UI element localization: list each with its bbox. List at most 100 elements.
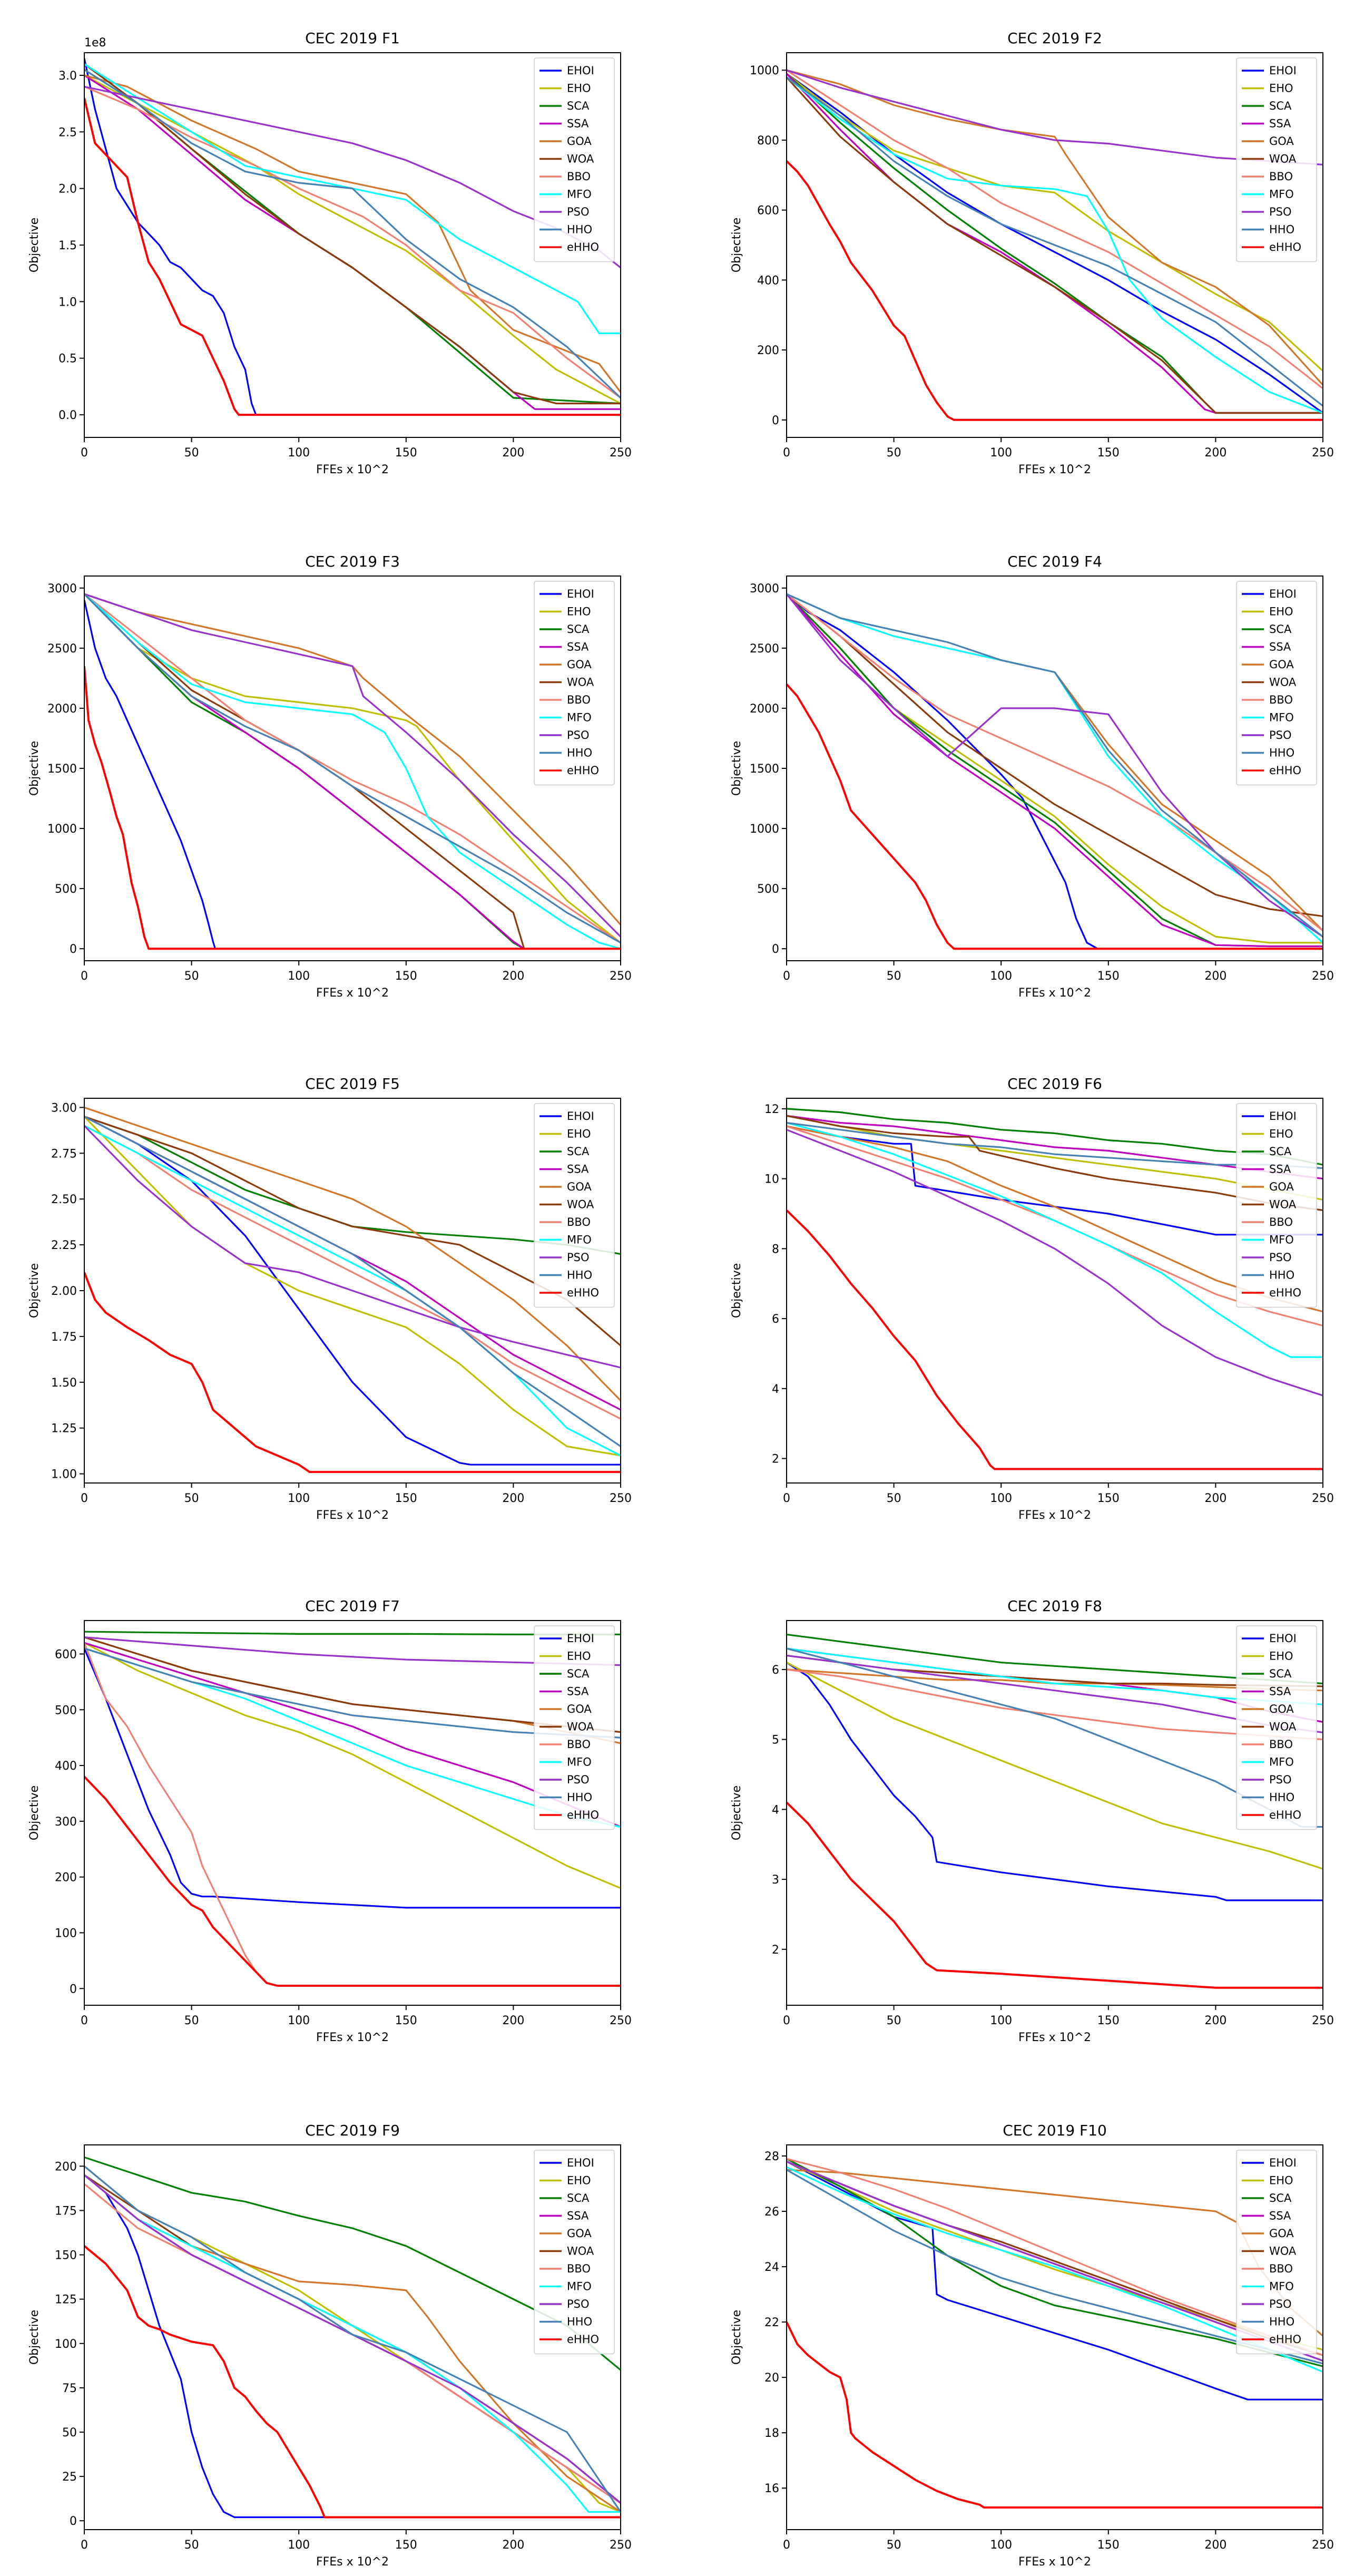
x-axis-label: FFEs x 10^2 <box>1018 2031 1091 2044</box>
y-tick-label: 0.5 <box>58 353 77 366</box>
y-tick-label: 2000 <box>47 702 77 716</box>
legend-label-PSO: PSO <box>567 2298 590 2310</box>
y-tick-label: 3.00 <box>51 1101 77 1115</box>
legend-label-EHO: EHO <box>1269 2174 1293 2187</box>
x-tick-label: 100 <box>288 1492 310 1505</box>
x-tick-label: 50 <box>887 970 901 983</box>
x-tick-label: 150 <box>1097 970 1120 983</box>
series-line-EHO <box>787 73 1323 372</box>
legend-label-GOA: GOA <box>567 2227 592 2240</box>
x-tick-label: 50 <box>184 2539 199 2552</box>
series-line-eHHO <box>787 683 1323 950</box>
legend-label-HHO: HHO <box>1269 1269 1294 1282</box>
x-axis-label: FFEs x 10^2 <box>1018 463 1091 476</box>
y-tick-label: 400 <box>55 1760 77 1773</box>
chart-panel: 0 50 100 150 200 250050010001500200025003000C… <box>730 553 1334 1000</box>
y-axis-label: Objective <box>730 1263 743 1318</box>
chart-title: CEC 2019 F1 <box>305 30 400 47</box>
legend-label-SSA: SSA <box>1269 1163 1291 1176</box>
legend-label-BBO: BBO <box>1269 1738 1293 1751</box>
x-axis-label: FFEs x 10^2 <box>316 2555 389 2569</box>
series-line-eHHO <box>787 160 1323 421</box>
y-tick-label: 75 <box>62 2382 77 2395</box>
legend-label-WOA: WOA <box>1269 2245 1297 2258</box>
x-tick-label: 100 <box>990 970 1012 983</box>
x-tick-label: 50 <box>887 2014 901 2027</box>
series-line-eHHO <box>84 97 621 416</box>
series-line-EHO <box>84 1642 621 1889</box>
legend-label-EHO: EHO <box>1269 1650 1293 1663</box>
chart-panel: 0 50 100 150 200 250 0.0 0.5 1.0 1.5 2.0 2.5 3.0 1e8 C… <box>28 30 632 476</box>
legend-label-PSO: PSO <box>1269 206 1292 218</box>
x-tick-label: 0 <box>783 446 790 460</box>
x-tick-label: 100 <box>990 2539 1012 2552</box>
legend-label-MFO: MFO <box>1269 188 1294 201</box>
x-tick-label: 200 <box>502 446 524 460</box>
y-tick-label: 200 <box>757 344 779 357</box>
series-line-MFO <box>84 63 621 335</box>
legend-label-BBO: BBO <box>1269 1216 1293 1228</box>
x-axis-label: FFEs x 10^2 <box>316 1509 389 1522</box>
series-group <box>84 58 621 416</box>
series-line-EHO <box>787 1115 1323 1201</box>
series-group <box>84 2156 621 2519</box>
chart-panel: 0 50 100 150 200 250 0 25 50 75 100 125 150 175 200 CEC… <box>28 2122 632 2569</box>
series-line-EHOI <box>787 1125 1323 1236</box>
x-tick-label: 150 <box>1097 446 1120 460</box>
axes-frame <box>786 1098 1323 1484</box>
series-group <box>787 2158 1323 2509</box>
legend-box <box>534 1625 615 1830</box>
legend-label-WOA: WOA <box>567 2245 594 2258</box>
y-tick-label: 20 <box>764 2372 779 2385</box>
legend-label-EHOI: EHOI <box>1269 64 1297 77</box>
y-tick-label: 4 <box>772 1383 779 1396</box>
y-tick-label: 28 <box>764 2150 779 2163</box>
legend-label-EHO: EHO <box>567 606 591 618</box>
series-line-HHO <box>787 2169 1323 2365</box>
y-tick-label: 100 <box>55 1927 77 1940</box>
y-tick-label: 1000 <box>750 64 779 77</box>
legend-label-SCA: SCA <box>1269 2192 1292 2204</box>
series-line-eHHO <box>84 1775 621 1987</box>
x-tick-label: 0 <box>81 970 88 983</box>
series-line-BBO <box>84 1125 621 1420</box>
legend-label-eHHO: eHHO <box>1269 2333 1301 2346</box>
legend-label-BBO: BBO <box>567 1738 591 1751</box>
x-tick-label: 150 <box>1097 2539 1120 2552</box>
series-line-EHOI <box>84 600 621 950</box>
y-tick-label: 600 <box>757 204 779 218</box>
y-tick-label: 26 <box>764 2206 779 2219</box>
legend-box <box>534 2150 615 2355</box>
legend: EHOI EHO SCA SSA GOA WOA BBO MFO PSO HHO eHHO <box>1236 57 1317 262</box>
series-line-BBO <box>84 85 621 399</box>
series-line-EHO <box>787 2161 1323 2351</box>
legend-box <box>534 57 615 262</box>
y-axis-label: Objective <box>730 741 743 796</box>
chart-title: CEC 2019 F2 <box>1007 30 1102 47</box>
legend-label-SCA: SCA <box>1269 623 1292 636</box>
legend-label-EHO: EHO <box>567 1650 591 1663</box>
legend-label-GOA: GOA <box>1269 135 1294 148</box>
legend-box <box>1236 1625 1317 1830</box>
x-tick-label: 250 <box>1312 1492 1334 1505</box>
legend-label-SSA: SSA <box>567 2210 589 2222</box>
legend-label-SSA: SSA <box>567 641 589 653</box>
x-tick-label: 50 <box>887 446 901 460</box>
legend-label-EHOI: EHOI <box>567 2157 594 2169</box>
series-line-GOA <box>787 69 1323 386</box>
x-tick-label: 250 <box>610 2014 632 2027</box>
x-tick-label: 200 <box>1204 2014 1226 2027</box>
y-tick-label: 2.0 <box>58 183 77 196</box>
legend: EHOI EHO SCA SSA GOA WOA BBO MFO PSO HHO eHHO <box>534 2150 615 2355</box>
x-tick-label: 200 <box>1204 970 1226 983</box>
y-tick-label: 500 <box>55 1704 77 1717</box>
y-tick-label: 2.25 <box>51 1239 77 1252</box>
y-axis-label: Objective <box>28 1785 41 1840</box>
y-tick-label: 8 <box>772 1243 779 1256</box>
y-tick-label: 16 <box>764 2482 779 2495</box>
legend-label-PSO: PSO <box>567 206 590 218</box>
x-tick-label: 250 <box>610 1492 632 1505</box>
legend-label-PSO: PSO <box>1269 2298 1292 2310</box>
x-tick-label: 100 <box>288 446 310 460</box>
series-line-WOA <box>84 1636 621 1733</box>
